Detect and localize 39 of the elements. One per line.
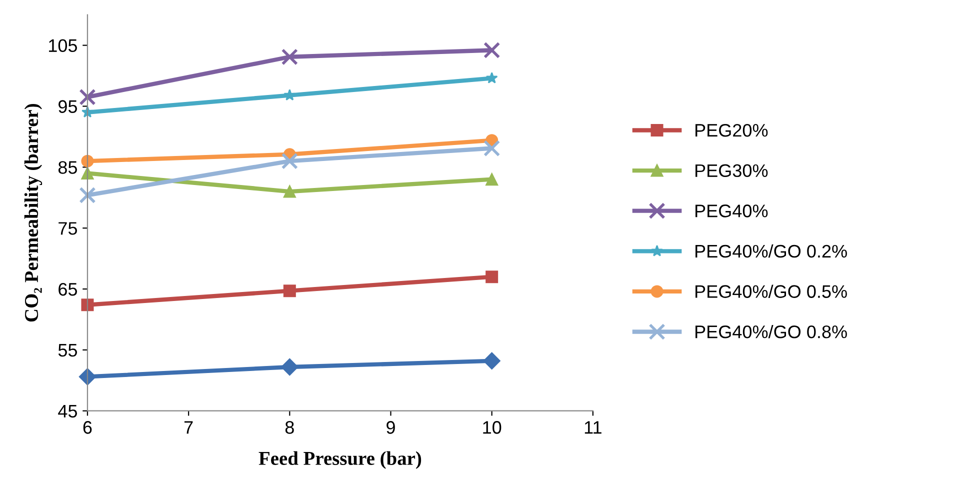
point bbox=[78, 368, 96, 386]
y-tick-label: 95 bbox=[58, 100, 78, 113]
point bbox=[281, 48, 298, 66]
y-tick-label: 55 bbox=[58, 344, 78, 357]
point bbox=[486, 270, 498, 284]
point bbox=[281, 152, 298, 170]
y-tick-label: 75 bbox=[58, 222, 78, 235]
legend-label: PEG40%/GO 0.5% bbox=[696, 284, 847, 298]
x-tick-label: 6 bbox=[83, 421, 92, 434]
legend-label: PEG20% bbox=[696, 124, 768, 137]
x-tick-label: 7 bbox=[184, 421, 193, 434]
y-tick-label: 105 bbox=[49, 39, 78, 52]
point bbox=[483, 140, 500, 157]
point bbox=[281, 358, 298, 376]
point bbox=[486, 72, 498, 84]
point bbox=[486, 173, 498, 186]
x-tick-label: 9 bbox=[386, 421, 395, 434]
x-tick-label: 8 bbox=[285, 421, 294, 434]
point bbox=[79, 186, 96, 204]
y-axis-title: CO₂ Permeability (barrer) bbox=[24, 104, 42, 322]
point bbox=[483, 352, 500, 370]
legend-label: PEG40%/GO 0.2% bbox=[696, 244, 847, 258]
y-tick-label: 45 bbox=[58, 404, 78, 418]
point bbox=[79, 88, 96, 106]
x-tick-label: 11 bbox=[584, 421, 602, 434]
legend-label: PEG40%/GO 0.8% bbox=[696, 324, 847, 338]
x-tick-label: 10 bbox=[483, 421, 502, 434]
y-tick-label: 65 bbox=[58, 282, 78, 296]
legend-label: PEG40% bbox=[696, 204, 768, 218]
y-tick-label: 85 bbox=[58, 161, 78, 174]
x-axis-title: Feed Pressure (bar) bbox=[258, 451, 422, 469]
point bbox=[283, 284, 296, 298]
point bbox=[483, 42, 500, 59]
legend-label: PEG30% bbox=[696, 164, 768, 178]
point bbox=[283, 185, 296, 198]
point bbox=[81, 298, 94, 312]
point bbox=[284, 89, 296, 100]
point bbox=[81, 154, 94, 168]
point bbox=[81, 167, 94, 180]
